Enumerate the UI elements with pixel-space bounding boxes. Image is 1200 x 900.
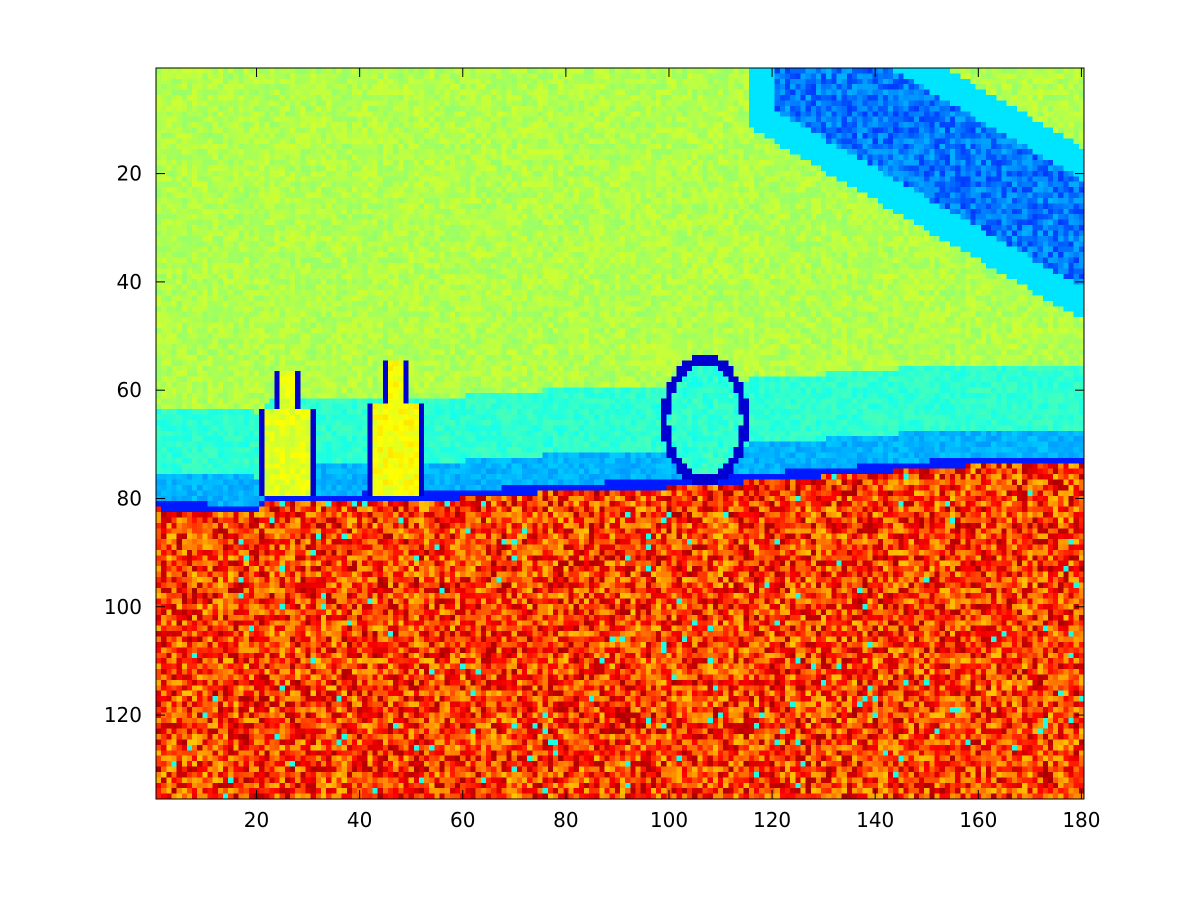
x-tick-label: 100	[650, 808, 688, 832]
x-tick-label: 20	[244, 808, 269, 832]
y-tick-label: 20	[117, 162, 142, 186]
plot-area	[156, 68, 1084, 799]
y-axis: 20 40 60 80 100 120	[104, 162, 1084, 727]
x-tick-label: 140	[856, 808, 894, 832]
y-tick-label: 100	[104, 595, 142, 619]
x-tick-label: 60	[450, 808, 475, 832]
x-tick-label: 40	[347, 808, 372, 832]
y-tick-label: 60	[117, 378, 142, 402]
x-axis: 20 40 60 80 100 120 140 160 180	[244, 68, 1101, 832]
axes-box	[155, 67, 1085, 800]
heatmap-image	[156, 68, 1084, 799]
x-tick-label: 80	[553, 808, 578, 832]
y-tick-label: 120	[104, 703, 142, 727]
x-tick-label: 160	[959, 808, 997, 832]
y-tick-label: 40	[117, 270, 142, 294]
x-tick-label: 180	[1062, 808, 1100, 832]
y-tick-label: 80	[117, 486, 142, 510]
x-tick-label: 120	[753, 808, 791, 832]
